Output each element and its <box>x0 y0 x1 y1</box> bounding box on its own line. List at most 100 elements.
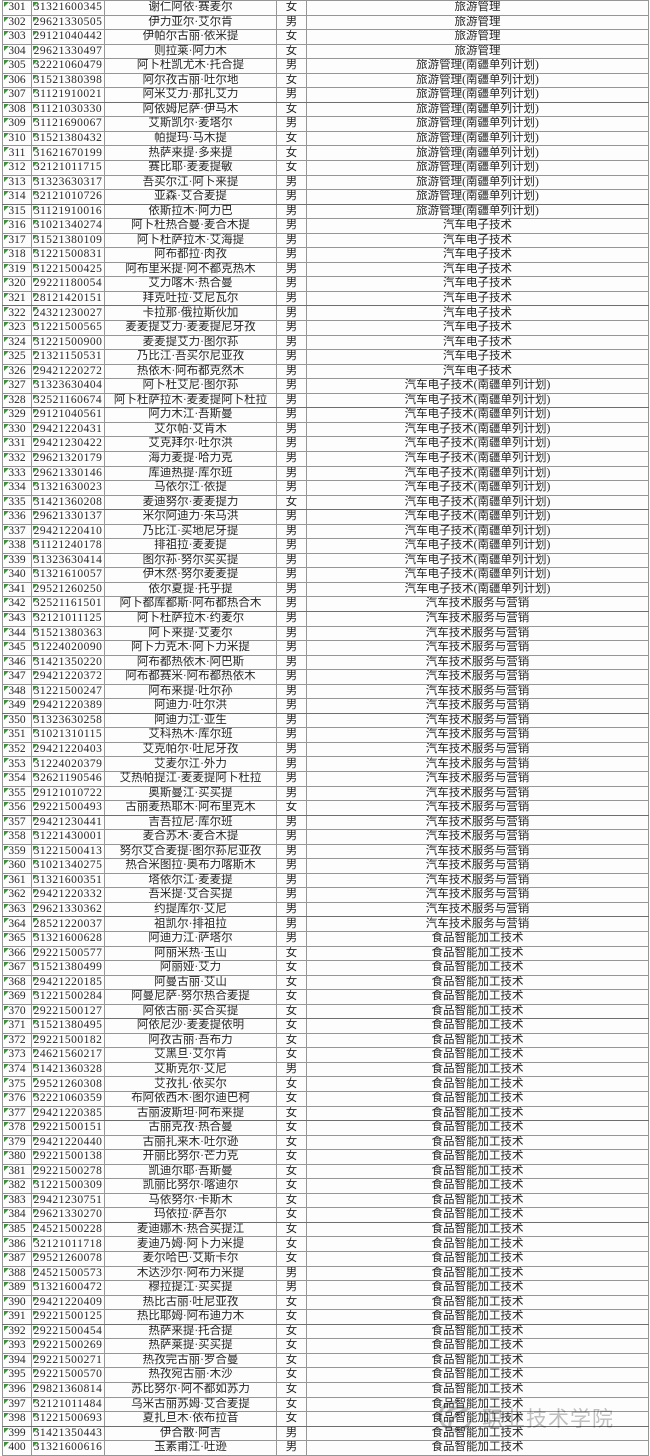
student-name-cell: 玛依拉·萨吾尔 <box>104 1207 277 1223</box>
gender-cell: 男 <box>276 610 307 627</box>
student-id-cell: 31321610057 <box>31 567 105 583</box>
gender-cell: 男 <box>276 1425 307 1442</box>
student-name-cell: 阿布都拉·肉孜 <box>104 247 277 263</box>
row-number-cell: 370 <box>2 1003 32 1020</box>
student-name-cell: 赛比耶·麦麦提敏 <box>104 160 277 176</box>
gender-cell: 男 <box>276 829 307 845</box>
student-name-cell: 古丽克孜·热合曼 <box>104 1120 277 1136</box>
gender-cell: 男 <box>276 363 307 380</box>
row-number-cell: 398 <box>2 1411 32 1427</box>
gender-cell: 男 <box>276 436 307 452</box>
student-id-cell: 32121011715 <box>31 160 105 176</box>
major-cell: 食品智能加工技术 <box>306 1207 649 1223</box>
student-id-cell: 31121240178 <box>31 538 105 554</box>
major-cell: 食品智能加工技术 <box>306 1105 649 1122</box>
table-row: 308 31121030330 阿依姆尼萨·伊马木 女 旅游管理(南疆单列计划) <box>2 101 649 118</box>
row-number-cell: 371 <box>2 1018 32 1034</box>
gender-cell: 女 <box>276 960 307 976</box>
student-name-cell: 艾克拜尔·吐尔洪 <box>104 436 277 452</box>
major-cell: 旅游管理(南疆单列计划) <box>306 87 649 103</box>
row-number-cell: 341 <box>2 581 32 598</box>
row-number-cell: 313 <box>2 174 32 191</box>
gender-cell: 男 <box>276 349 307 365</box>
row-number-cell: 310 <box>2 130 32 147</box>
table-row: 384 29621330270 玛依拉·萨吾尔 女 食品智能加工技术 <box>2 1207 649 1223</box>
major-cell: 食品智能加工技术 <box>306 1294 649 1311</box>
table-row: 324 31221500900 麦麦提艾力·图尔荪 男 汽车电子技术 <box>2 334 649 351</box>
gender-cell: 男 <box>276 698 307 714</box>
row-number-cell: 360 <box>2 858 32 874</box>
table-row: 301 31321600345 谢仁阿依·赛麦尔 女 旅游管理 <box>2 0 649 16</box>
major-cell: 食品智能加工技术 <box>306 1192 649 1209</box>
row-number-cell: 395 <box>2 1367 32 1383</box>
major-cell: 食品智能加工技术 <box>306 931 649 947</box>
student-name-cell: 艾克帕尔·吐尼牙孜 <box>104 741 277 758</box>
student-name-cell: 乃比江·买地尼牙提 <box>104 523 277 540</box>
student-id-cell: 31421360208 <box>31 494 105 511</box>
student-name-cell: 谢仁阿依·赛麦尔 <box>104 0 277 16</box>
row-number-cell: 316 <box>2 218 32 234</box>
gender-cell: 女 <box>276 1120 307 1136</box>
major-cell: 旅游管理(南疆单列计划) <box>306 72 649 89</box>
major-cell: 旅游管理(南疆单列计划) <box>306 116 649 132</box>
student-id-cell: 24321230027 <box>31 305 105 322</box>
gender-cell: 男 <box>276 189 307 205</box>
student-id-cell: 29421220385 <box>31 1105 105 1122</box>
gender-cell: 女 <box>276 1338 307 1354</box>
student-id-cell: 31323630414 <box>31 552 105 569</box>
major-cell: 汽车技术服务与营销 <box>306 756 649 772</box>
table-row: 323 31221500565 麦麦提艾力·麦麦提尼牙孜 男 汽车电子技术 <box>2 320 649 336</box>
student-id-cell: 29421230422 <box>31 436 105 452</box>
major-cell: 旅游管理(南疆单列计划) <box>306 160 649 176</box>
row-number-cell: 347 <box>2 669 32 685</box>
student-name-cell: 祖凯尔·排祖拉 <box>104 916 277 932</box>
student-id-cell: 29421220431 <box>31 421 105 438</box>
row-number-cell: 304 <box>2 43 32 60</box>
major-cell: 汽车技术服务与营销 <box>306 843 649 860</box>
student-name-cell: 艾黑旦·艾尔肯 <box>104 1047 277 1063</box>
row-number-cell: 400 <box>2 1440 32 1456</box>
student-name-cell: 艾孜扎·依买尔 <box>104 1076 277 1093</box>
student-name-cell: 阿卜杜萨拉木·艾海提 <box>104 232 277 249</box>
student-id-cell: 29221500271 <box>31 1352 105 1369</box>
table-row: 312 32121011715 赛比耶·麦麦提敏 女 旅游管理(南疆单列计划) <box>2 160 649 176</box>
row-number-cell: 338 <box>2 538 32 554</box>
row-number-cell: 368 <box>2 974 32 991</box>
row-number-cell: 353 <box>2 756 32 772</box>
table-row: 302 29621330505 伊力亚尔·艾尔肯 男 旅游管理 <box>2 14 649 31</box>
gender-cell: 女 <box>276 1236 307 1253</box>
student-id-cell: 29221500278 <box>31 1163 105 1180</box>
gender-cell: 女 <box>276 29 307 45</box>
row-number-cell: 306 <box>2 72 32 89</box>
gender-cell: 男 <box>276 203 307 220</box>
row-number-cell: 340 <box>2 567 32 583</box>
row-number-cell: 366 <box>2 945 32 962</box>
student-name-cell: 库迪热提·库尔班 <box>104 465 277 482</box>
student-name-cell: 麦迪娜木·热合买提江 <box>104 1221 277 1238</box>
major-cell: 汽车电子技术(南疆单列计划) <box>306 567 649 583</box>
major-cell: 汽车电子技术(南疆单列计划) <box>306 436 649 452</box>
student-name-cell: 依斯拉木·阿力巴 <box>104 203 277 220</box>
table-row: 366 29221500577 阿丽米热·玉山 女 食品智能加工技术 <box>2 945 649 962</box>
student-id-cell: 31521380398 <box>31 72 105 89</box>
major-cell: 食品智能加工技术 <box>306 1061 649 1078</box>
row-number-cell: 348 <box>2 683 32 700</box>
major-cell: 旅游管理(南疆单列计划) <box>306 174 649 191</box>
row-number-cell: 324 <box>2 334 32 351</box>
student-id-cell: 29421220410 <box>31 523 105 540</box>
student-name-cell: 麦迪乃姆·阿卜力米提 <box>104 1236 277 1253</box>
gender-cell: 女 <box>276 1367 307 1383</box>
major-cell: 食品智能加工技术 <box>306 1396 649 1413</box>
gender-cell: 男 <box>276 247 307 263</box>
table-row: 381 29221500278 凯迪尔耶·吾斯曼 女 食品智能加工技术 <box>2 1163 649 1180</box>
gender-cell: 女 <box>276 1178 307 1194</box>
gender-cell: 男 <box>276 683 307 700</box>
gender-cell: 女 <box>276 1018 307 1034</box>
student-name-cell: 吾买尔江·阿卜来提 <box>104 174 277 191</box>
student-id-cell: 29121040442 <box>31 29 105 45</box>
student-name-cell: 麦麦提艾力·图尔荪 <box>104 334 277 351</box>
row-number-cell: 325 <box>2 349 32 365</box>
gender-cell: 男 <box>276 261 307 278</box>
table-row: 362 29421220332 吾米提·艾合买提 男 汽车技术服务与营销 <box>2 887 649 903</box>
